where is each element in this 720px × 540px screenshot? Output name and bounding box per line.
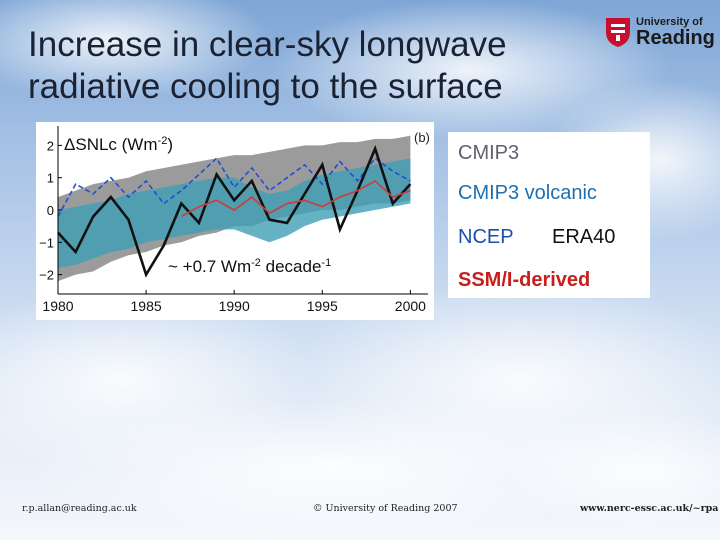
x-tick-label: 1990	[219, 298, 250, 314]
panel-label: (b)	[414, 130, 430, 145]
y-axis-title: ΔSNLc (Wm-2)	[64, 135, 173, 154]
legend-cmip3-volcanic: CMIP3 volcanic	[458, 182, 597, 204]
legend-cmip3: CMIP3	[458, 142, 520, 164]
y-tick-label: 1	[47, 171, 54, 186]
snlc-chart: 1980 1985 1990 1995 2000 −2 −1 0 1 2 (b) ΔSNLc (W…	[39, 126, 430, 314]
footer-copyright: © University of Reading 2007	[313, 503, 458, 514]
legend-ncep: NCEP	[458, 226, 514, 248]
trend-annotation: ~ +0.7 Wm-2 decade-1	[168, 257, 331, 276]
trend-exponent-2: -1	[321, 257, 331, 269]
y-tick-label: −1	[39, 235, 54, 250]
y-axis-title-close: )	[167, 135, 173, 154]
series-ssm-i-derived	[180, 179, 411, 218]
x-tick-label: 1980	[42, 298, 73, 314]
series-era40	[57, 144, 412, 278]
logo-line-1: University of	[636, 16, 703, 28]
university-crest-icon	[606, 18, 630, 47]
trend-exponent-1: -2	[251, 257, 261, 269]
chart-panel: 1980 1985 1990 1995 2000 −2 −1 0 1 2 (b) ΔSNLc (W…	[36, 122, 434, 320]
slide-title: Increase in clear-sky longwave radiative…	[28, 25, 507, 106]
y-tick-label: 2	[47, 138, 54, 153]
series-ncep	[57, 157, 411, 217]
y-tick-label: 0	[47, 203, 54, 218]
x-tick-label: 1995	[307, 298, 338, 314]
legend-ssmi: SSM/I-derived	[458, 269, 591, 291]
trend-prefix: ~ +0.7 Wm	[168, 257, 251, 276]
y-axis-title-exponent: -2	[158, 135, 168, 147]
university-logo: University of Reading	[604, 14, 715, 52]
trend-mid: decade	[261, 257, 322, 276]
legend-panel: CMIP3 CMIP3 volcanic NCEP ERA40 SSM/I-de…	[448, 132, 650, 298]
y-axis-title-quantity: ΔSNLc (Wm	[64, 135, 158, 154]
y-tick-label: −2	[39, 268, 54, 283]
x-tick-label: 1985	[131, 298, 162, 314]
legend-era40: ERA40	[552, 226, 616, 248]
x-tick-label: 2000	[395, 298, 426, 314]
band-cmip3-volcanic	[58, 158, 411, 269]
footer-email: r.p.allan@reading.ac.uk	[22, 503, 137, 514]
footer-url[interactable]: www.nerc-essc.ac.uk/~rpa	[580, 503, 719, 514]
logo-line-2: Reading	[636, 27, 715, 49]
